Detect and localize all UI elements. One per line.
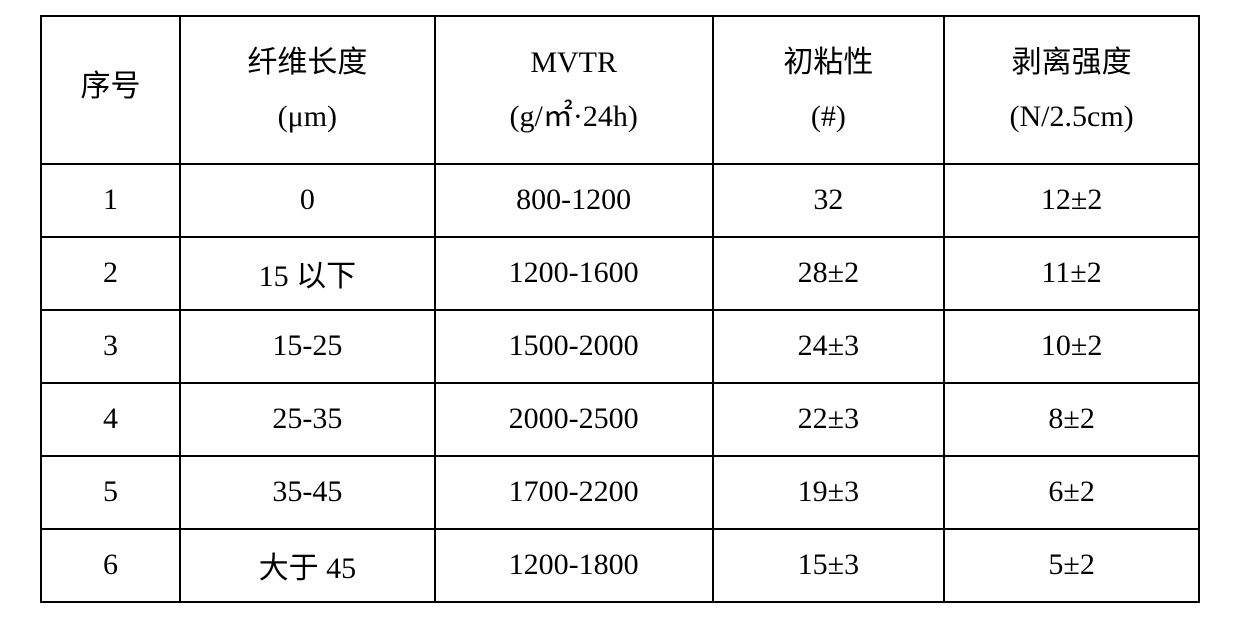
table-row: 1 0 800-1200 32 12±2 [41, 164, 1199, 237]
cell-seq: 3 [41, 310, 180, 383]
table-header-row: 序号 纤维长度 (μm) MVTR (g/㎡·24h) 初粘性 (#) 剥离强度 [41, 16, 1199, 164]
col-header-mvtr-sub: (g/㎡·24h) [440, 93, 708, 141]
col-header-tack: 初粘性 (#) [713, 16, 945, 164]
col-header-fiber-length: 纤维长度 (μm) [180, 16, 435, 164]
cell-peel-strength: 5±2 [944, 529, 1199, 602]
cell-tack: 19±3 [713, 456, 945, 529]
cell-tack: 22±3 [713, 383, 945, 456]
cell-mvtr: 2000-2500 [435, 383, 713, 456]
col-header-fiber-length-sub: (μm) [185, 93, 430, 141]
cell-fiber-length: 25-35 [180, 383, 435, 456]
cell-tack: 15±3 [713, 529, 945, 602]
table-row: 5 35-45 1700-2200 19±3 6±2 [41, 456, 1199, 529]
cell-mvtr: 800-1200 [435, 164, 713, 237]
cell-seq: 2 [41, 237, 180, 310]
cell-fiber-length: 大于 45 [180, 529, 435, 602]
cell-peel-strength: 8±2 [944, 383, 1199, 456]
table-row: 6 大于 45 1200-1800 15±3 5±2 [41, 529, 1199, 602]
cell-fiber-length: 35-45 [180, 456, 435, 529]
col-header-seq: 序号 [41, 16, 180, 164]
cell-peel-strength: 6±2 [944, 456, 1199, 529]
col-header-mvtr: MVTR (g/㎡·24h) [435, 16, 713, 164]
cell-seq: 4 [41, 383, 180, 456]
cell-seq: 1 [41, 164, 180, 237]
table-header: 序号 纤维长度 (μm) MVTR (g/㎡·24h) 初粘性 (#) 剥离强度 [41, 16, 1199, 164]
data-table-container: 序号 纤维长度 (μm) MVTR (g/㎡·24h) 初粘性 (#) 剥离强度 [40, 15, 1200, 603]
table-body: 1 0 800-1200 32 12±2 2 15 以下 1200-1600 2… [41, 164, 1199, 602]
col-header-seq-main: 序号 [80, 70, 140, 103]
cell-mvtr: 1200-1800 [435, 529, 713, 602]
col-header-fiber-length-main: 纤维长度 [247, 46, 367, 79]
data-table: 序号 纤维长度 (μm) MVTR (g/㎡·24h) 初粘性 (#) 剥离强度 [40, 15, 1200, 603]
cell-tack: 28±2 [713, 237, 945, 310]
col-header-peel-strength: 剥离强度 (N/2.5cm) [944, 16, 1199, 164]
cell-mvtr: 1200-1600 [435, 237, 713, 310]
cell-fiber-length: 15-25 [180, 310, 435, 383]
cell-tack: 24±3 [713, 310, 945, 383]
cell-peel-strength: 11±2 [944, 237, 1199, 310]
col-header-mvtr-main: MVTR [530, 46, 617, 79]
cell-seq: 6 [41, 529, 180, 602]
cell-tack: 32 [713, 164, 945, 237]
cell-fiber-length: 15 以下 [180, 237, 435, 310]
table-row: 4 25-35 2000-2500 22±3 8±2 [41, 383, 1199, 456]
table-row: 2 15 以下 1200-1600 28±2 11±2 [41, 237, 1199, 310]
cell-seq: 5 [41, 456, 180, 529]
cell-fiber-length: 0 [180, 164, 435, 237]
cell-mvtr: 1500-2000 [435, 310, 713, 383]
col-header-peel-strength-sub: (N/2.5cm) [949, 93, 1194, 141]
table-row: 3 15-25 1500-2000 24±3 10±2 [41, 310, 1199, 383]
cell-mvtr: 1700-2200 [435, 456, 713, 529]
col-header-tack-sub: (#) [718, 93, 940, 141]
cell-peel-strength: 12±2 [944, 164, 1199, 237]
cell-peel-strength: 10±2 [944, 310, 1199, 383]
col-header-tack-main: 初粘性 [783, 46, 873, 79]
col-header-peel-strength-main: 剥离强度 [1012, 46, 1132, 79]
